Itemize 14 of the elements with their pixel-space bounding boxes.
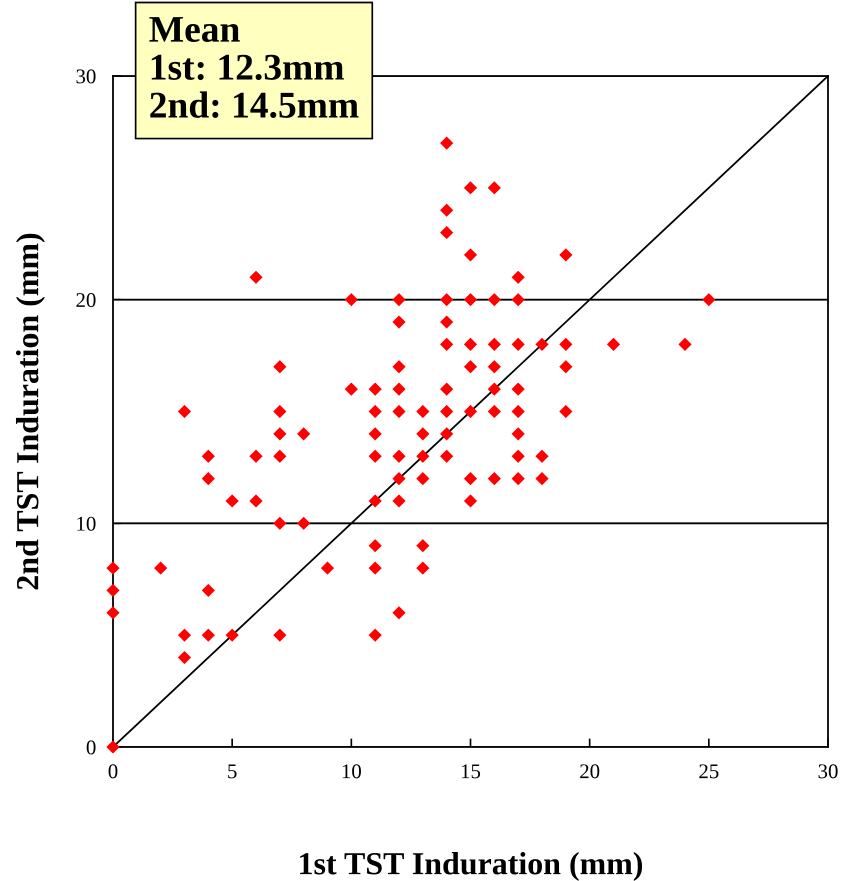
y-tick-label: 20: [76, 293, 96, 308]
y-axis-title: 2nd TST Induration (mm): [16, 234, 45, 590]
x-axis-title: 1st TST Induration (mm): [300, 852, 642, 881]
x-tick-label: 25: [699, 764, 718, 778]
x-tick-label: 10: [342, 764, 361, 778]
x-tick-label: 5: [228, 764, 237, 778]
x-tick-label: 30: [818, 764, 838, 778]
annotation: Mean 1st: 12.3mm 2nd: 14.5mm: [149, 17, 359, 118]
x-tick-label: 20: [580, 764, 600, 778]
y-tick-label: 10: [77, 516, 96, 531]
y-tick-label: 0: [86, 740, 96, 754]
x-tick-label: 15: [462, 764, 480, 778]
y-tick-label: 30: [76, 69, 96, 84]
x-tick-label: 0: [108, 764, 118, 778]
